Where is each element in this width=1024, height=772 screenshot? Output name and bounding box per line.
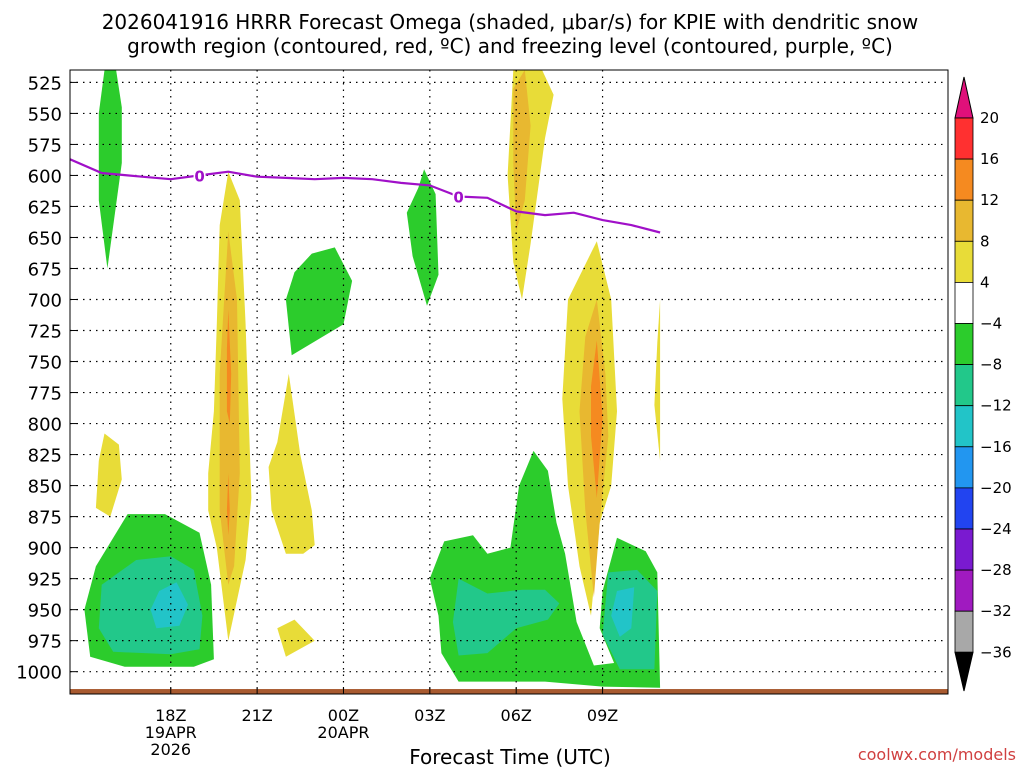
x-tick-label-2: 00Z [328, 706, 359, 725]
colorbar-label-12: −32 [980, 602, 1012, 620]
colorbar-label-4: 4 [980, 273, 990, 291]
y-tick-label-1: 550 [28, 104, 62, 125]
freezing-label-bg-1 [452, 187, 465, 206]
omega-region-4 [150, 582, 188, 629]
x-tick-label-0: 18Z [155, 706, 186, 725]
colorbar-label-10: −24 [980, 520, 1012, 538]
colorbar-swatch-10 [954, 528, 974, 571]
colorbar: 20 16 12 8 4 −4 −8 −12 −16 −20 −24 −28 −32 −36 [954, 76, 1012, 692]
colorbar-swatch-8 [954, 446, 974, 489]
y-axis: 525 550 575 600 625 650 675 700 725 750 775 800 825 8… [16, 73, 77, 684]
y-tick-label-7: 700 [28, 291, 62, 312]
terrain-layer [70, 689, 948, 694]
colorbar-swatch-12 [954, 610, 974, 653]
colorbar-swatch-5 [954, 323, 974, 365]
y-tick-label-18: 975 [28, 632, 62, 653]
y-tick-label-5: 650 [28, 228, 62, 249]
colorbar-label-8: −16 [980, 438, 1012, 456]
y-tick-label-11: 800 [28, 415, 62, 436]
colorbar-swatch-11 [954, 569, 974, 612]
x-tick-label-5: 09Z [587, 706, 618, 725]
y-tick-label-6: 675 [28, 259, 62, 280]
colorbar-label-0: 20 [980, 109, 999, 127]
y-tick-label-3: 600 [28, 166, 62, 187]
title-line-1: 2026041916 HRRR Forecast Omega (shaded, … [102, 10, 919, 34]
colorbar-label-6: −8 [980, 356, 1002, 374]
omega-region-18 [611, 587, 635, 637]
colorbar-swatch-4 [954, 281, 974, 324]
colorbar-swatch-2 [954, 199, 974, 242]
title-line-2: growth region (contoured, red, ºC) and f… [127, 34, 893, 58]
omega-shading [84, 70, 661, 688]
omega-region-0 [98, 70, 122, 269]
colorbar-swatch-9 [954, 487, 974, 530]
omega-region-12 [406, 169, 439, 306]
colorbar-label-3: 8 [980, 232, 990, 250]
y-tick-label-12: 825 [28, 446, 62, 467]
colorbar-swatch-6 [954, 364, 974, 407]
omega-region-16 [452, 578, 560, 656]
colorbar-label-1: 16 [980, 150, 999, 168]
y-tick-label-13: 850 [28, 477, 62, 498]
x-tick-sublabel-0-0: 19APR [145, 723, 197, 742]
y-tick-label-0: 525 [28, 73, 62, 94]
y-tick-label-14: 875 [28, 508, 62, 529]
omega-region-7 [226, 309, 232, 424]
freezing-level-label-0: 0 [194, 167, 204, 185]
omega-region-11 [285, 247, 353, 356]
freezing-label-bg-0 [193, 166, 206, 185]
x-axis-label: Forecast Time (UTC) [409, 745, 611, 768]
y-tick-label-19: 1000 [16, 663, 62, 684]
x-tick-sublabel-2-0: 20APR [317, 723, 369, 742]
freezing-level: 00 [70, 158, 661, 234]
grid-lines [70, 70, 948, 694]
colorbar-label-7: −12 [980, 397, 1012, 415]
omega-region-8 [226, 473, 230, 536]
omega-region-10 [277, 619, 315, 657]
x-tick-sublabel-0-1: 2026 [150, 740, 191, 759]
colorbar-label-11: −28 [980, 561, 1012, 579]
x-tick-label-4: 06Z [501, 706, 532, 725]
colorbar-swatch-0 [954, 117, 974, 160]
colorbar-top-arrow [954, 76, 974, 119]
colorbar-label-13: −36 [980, 643, 1012, 661]
freezing-level-label-1: 0 [453, 189, 463, 207]
colorbar-swatch-3 [954, 240, 974, 283]
omega-region-3 [98, 556, 203, 655]
y-tick-label-15: 900 [28, 539, 62, 560]
x-tick-label-3: 03Z [414, 706, 445, 725]
omega-region-22 [654, 299, 661, 461]
x-tick-label-1: 21Z [241, 706, 272, 725]
omega-region-9 [268, 373, 315, 554]
colorbar-label-9: −20 [980, 479, 1012, 497]
colorbar-swatch-1 [954, 158, 974, 201]
plot-frame [69, 69, 949, 695]
y-tick-label-10: 775 [28, 384, 62, 405]
y-tick-label-8: 725 [28, 322, 62, 343]
colorbar-label-2: 12 [980, 191, 999, 209]
plot-border [69, 69, 949, 695]
colorbar-label-5: −4 [980, 315, 1002, 333]
terrain-band [70, 689, 948, 694]
omega-region-14 [513, 70, 531, 232]
credit-text: coolwx.com/models [858, 745, 1016, 764]
y-tick-label-4: 625 [28, 197, 62, 218]
colorbar-bottom-arrow [954, 651, 974, 692]
y-tick-label-2: 575 [28, 135, 62, 156]
omega-region-1 [95, 433, 122, 517]
colorbar-swatch-7 [954, 405, 974, 448]
freezing-level-line [70, 158, 661, 234]
omega-region-21 [591, 340, 603, 498]
y-tick-label-17: 950 [28, 601, 62, 622]
y-tick-label-16: 925 [28, 570, 62, 591]
y-tick-label-9: 750 [28, 353, 62, 374]
